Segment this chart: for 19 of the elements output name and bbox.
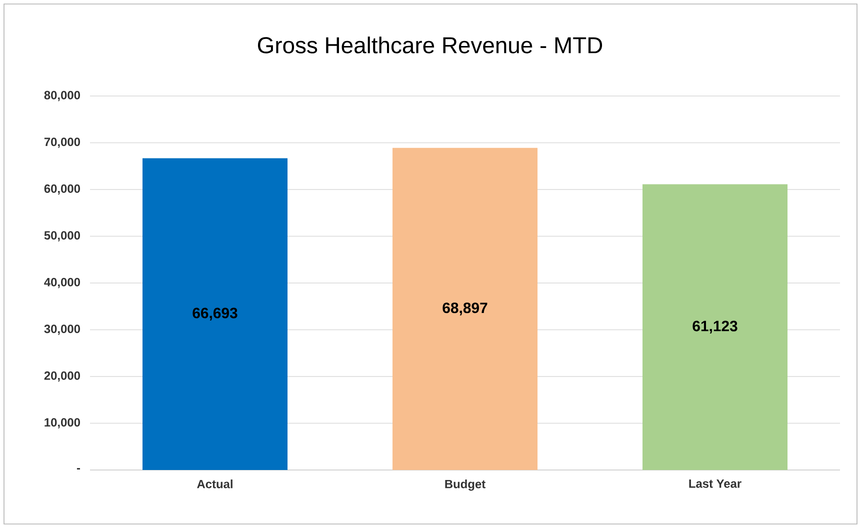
y-tick-label: 70,000 bbox=[44, 138, 80, 148]
data-label: 61,123 bbox=[692, 320, 738, 334]
data-label: 66,693 bbox=[192, 308, 238, 320]
y-tick-label: 80,000 bbox=[44, 90, 80, 102]
bar bbox=[392, 148, 538, 470]
y-tick-label: 20,000 bbox=[44, 371, 80, 382]
y-tick-label: - bbox=[76, 468, 80, 470]
y-tick-label: 50,000 bbox=[44, 231, 80, 242]
bar bbox=[142, 158, 288, 470]
y-tick-label: 10,000 bbox=[44, 418, 80, 428]
x-tick-label: Budget bbox=[445, 480, 486, 491]
data-label: 68,897 bbox=[442, 302, 488, 316]
chart-title: Gross Healthcare Revenue - MTD bbox=[258, 36, 602, 54]
y-tick-label: 30,000 bbox=[44, 324, 80, 335]
x-tick-label: Actual bbox=[197, 480, 232, 488]
bar bbox=[642, 184, 788, 470]
x-tick-label: Last Year bbox=[689, 480, 742, 488]
y-tick-label: 60,000 bbox=[44, 184, 80, 195]
y-tick-label: 40,000 bbox=[44, 278, 80, 288]
